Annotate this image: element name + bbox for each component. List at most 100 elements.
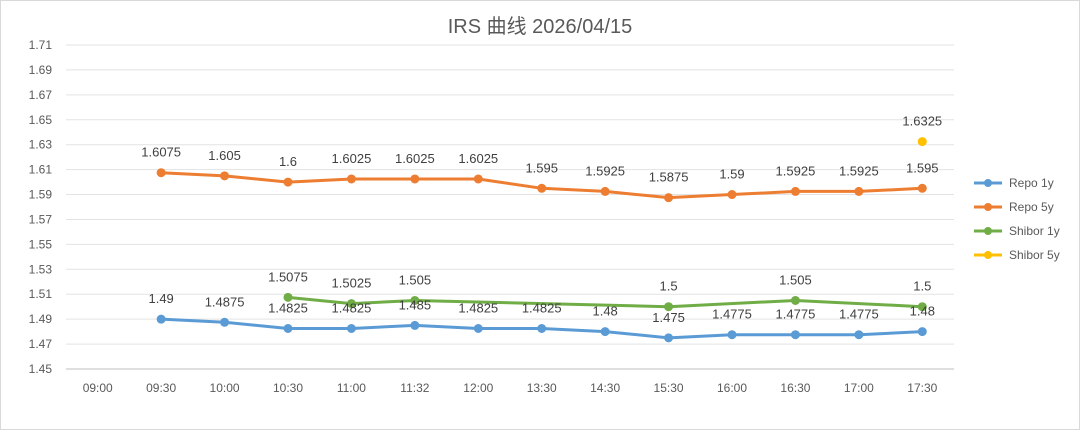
data-label: 1.6025	[458, 151, 498, 166]
data-label: 1.4775	[776, 307, 816, 322]
y-tick-label: 1.49	[29, 312, 53, 326]
data-label: 1.5025	[332, 276, 372, 291]
data-point	[220, 317, 230, 327]
data-label: 1.605	[208, 148, 241, 163]
data-label: 1.475	[652, 310, 685, 325]
x-tick-label: 09:30	[146, 381, 176, 395]
data-label: 1.48	[592, 304, 617, 319]
x-tick-label: 11:32	[400, 381, 429, 395]
data-label: 1.5	[660, 279, 678, 294]
x-axis-ticks: 09:00 09:30 10:00 10:30 11:00 11:32 12:00 13:30…	[83, 381, 938, 395]
data-point	[664, 333, 674, 343]
data-point	[410, 174, 420, 184]
data-point	[917, 327, 927, 337]
y-tick-label: 1.53	[29, 262, 53, 276]
x-tick-label: 11:00	[337, 381, 366, 395]
x-tick-label: 12:00	[463, 381, 493, 395]
x-tick-label: 17:30	[907, 381, 937, 395]
y-tick-label: 1.69	[29, 63, 53, 77]
data-label: 1.4825	[332, 301, 372, 316]
data-point	[346, 324, 356, 333]
chart-title: IRS 曲线 2026/04/15	[447, 16, 633, 38]
data-point	[664, 193, 674, 203]
x-tick-label: 16:00	[717, 381, 747, 395]
legend-label: Shibor 5y	[1009, 248, 1060, 262]
data-point	[790, 330, 800, 340]
data-label: 1.6025	[395, 151, 435, 166]
data-point	[790, 295, 800, 305]
legend-label: Shibor 1y	[1009, 224, 1060, 238]
data-label: 1.4825	[522, 301, 562, 316]
y-tick-label: 1.63	[29, 138, 53, 152]
data-label: 1.485	[399, 297, 432, 312]
data-label: 1.49	[148, 291, 173, 306]
data-point	[283, 324, 293, 333]
data-point	[410, 320, 420, 330]
data-point	[917, 183, 927, 193]
data-label: 1.48	[910, 304, 935, 319]
y-axis-ticks: 1.45 1.47 1.49 1.51 1.53 1.55 1.57 1.59 1.61 1.63…	[29, 38, 53, 376]
series-line-shibor-1y	[286, 295, 924, 309]
data-label: 1.4775	[839, 307, 879, 322]
data-label: 1.595	[906, 160, 939, 175]
data-point	[600, 186, 610, 196]
y-tick-label: 1.71	[29, 38, 53, 52]
gridlines	[66, 44, 954, 370]
data-point	[537, 324, 547, 333]
x-tick-label: 16:30	[780, 381, 810, 395]
data-label: 1.505	[779, 272, 812, 287]
data-label: 1.6025	[332, 151, 372, 166]
data-label: 1.5075	[268, 269, 308, 284]
y-tick-label: 1.61	[29, 163, 53, 177]
legend-label: Repo 1y	[1009, 176, 1054, 190]
data-point	[727, 190, 737, 200]
data-label: 1.4825	[268, 301, 308, 316]
data-point	[727, 330, 737, 340]
legend-swatch-marker	[984, 203, 992, 211]
data-point	[600, 327, 610, 337]
data-point	[917, 302, 927, 312]
data-point	[537, 183, 547, 193]
data-label: 1.5925	[585, 163, 625, 178]
x-tick-label: 10:00	[210, 381, 240, 395]
x-tick-label: 09:00	[83, 381, 113, 395]
y-tick-label: 1.45	[29, 362, 53, 376]
data-point	[220, 171, 230, 181]
data-point	[156, 314, 166, 324]
y-tick-label: 1.47	[29, 337, 53, 351]
data-label: 1.5925	[776, 163, 816, 178]
y-tick-label: 1.57	[29, 212, 53, 226]
data-label: 1.4825	[458, 301, 498, 316]
data-label: 1.5925	[839, 163, 879, 178]
data-point	[410, 295, 420, 305]
data-label: 1.5875	[649, 170, 689, 185]
data-point	[473, 324, 483, 333]
series-lines	[156, 137, 927, 343]
x-tick-label: 14:30	[590, 381, 620, 395]
legend-swatch-marker	[984, 179, 992, 187]
data-label: 1.6325	[902, 114, 942, 129]
data-label: 1.6	[279, 154, 297, 169]
data-point	[346, 299, 356, 309]
y-tick-label: 1.67	[29, 88, 53, 102]
data-point	[790, 186, 800, 196]
data-label: 1.5	[913, 279, 931, 294]
data-point	[854, 186, 864, 196]
legend: Repo 1y Repo 5y Shibor 1y Shibor 5y	[974, 176, 1060, 262]
y-tick-label: 1.59	[29, 188, 53, 202]
data-label: 1.4875	[205, 294, 245, 309]
data-point	[917, 137, 927, 147]
data-label: 1.4775	[712, 307, 752, 322]
data-point	[664, 302, 674, 312]
x-tick-label: 15:30	[654, 381, 684, 395]
legend-label: Repo 5y	[1009, 200, 1054, 214]
data-label: 1.6075	[141, 145, 181, 160]
data-label: 1.595	[525, 160, 558, 175]
data-labels: 1.49 1.4875 1.4825 1.4825 1.485 1.4825 1.4825 1…	[141, 114, 942, 325]
legend-swatch-marker	[984, 251, 992, 259]
y-tick-label: 1.51	[29, 287, 53, 301]
data-point	[283, 177, 293, 187]
data-point	[283, 292, 293, 302]
